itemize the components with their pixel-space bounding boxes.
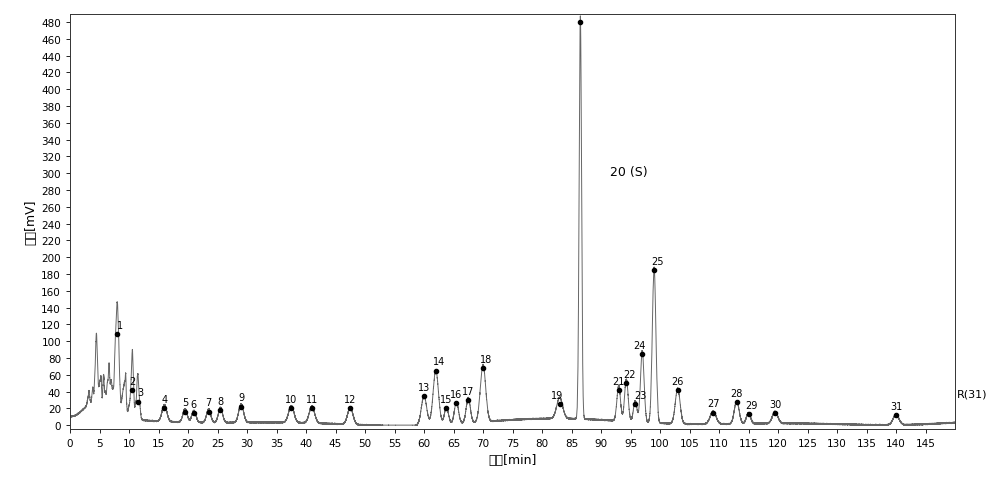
Text: 6: 6 xyxy=(191,399,197,409)
Text: 8: 8 xyxy=(217,396,224,406)
Text: 19: 19 xyxy=(551,390,563,400)
Text: 18: 18 xyxy=(480,354,492,364)
Text: 29: 29 xyxy=(745,400,758,410)
Text: 28: 28 xyxy=(731,388,743,398)
Text: 24: 24 xyxy=(633,340,646,350)
Text: 2: 2 xyxy=(129,376,135,386)
Text: 14: 14 xyxy=(433,357,445,366)
Text: 27: 27 xyxy=(707,399,719,408)
Text: 3: 3 xyxy=(138,387,144,398)
Text: 21: 21 xyxy=(613,376,625,386)
Text: 9: 9 xyxy=(238,393,244,403)
Text: 13: 13 xyxy=(418,382,430,392)
Text: 16: 16 xyxy=(450,389,463,399)
Text: 12: 12 xyxy=(344,394,356,404)
Text: 22: 22 xyxy=(623,369,636,379)
Text: 20 (S): 20 (S) xyxy=(610,165,647,179)
X-axis label: 时间[min]: 时间[min] xyxy=(488,452,537,466)
Text: 30: 30 xyxy=(769,399,781,409)
Text: 31: 31 xyxy=(890,401,902,411)
Text: 4: 4 xyxy=(161,394,167,404)
Text: 23: 23 xyxy=(634,390,646,400)
Text: 5: 5 xyxy=(182,398,188,407)
Text: 17: 17 xyxy=(462,386,474,396)
Text: 1: 1 xyxy=(117,321,123,330)
Text: 15: 15 xyxy=(440,394,453,404)
Text: 25: 25 xyxy=(651,256,663,266)
Text: R(31): R(31) xyxy=(957,389,987,399)
Text: 11: 11 xyxy=(306,394,318,404)
Text: 10: 10 xyxy=(285,394,297,404)
Text: 26: 26 xyxy=(672,376,684,386)
Y-axis label: 信号[mV]: 信号[mV] xyxy=(24,199,37,245)
Text: 7: 7 xyxy=(206,398,212,407)
